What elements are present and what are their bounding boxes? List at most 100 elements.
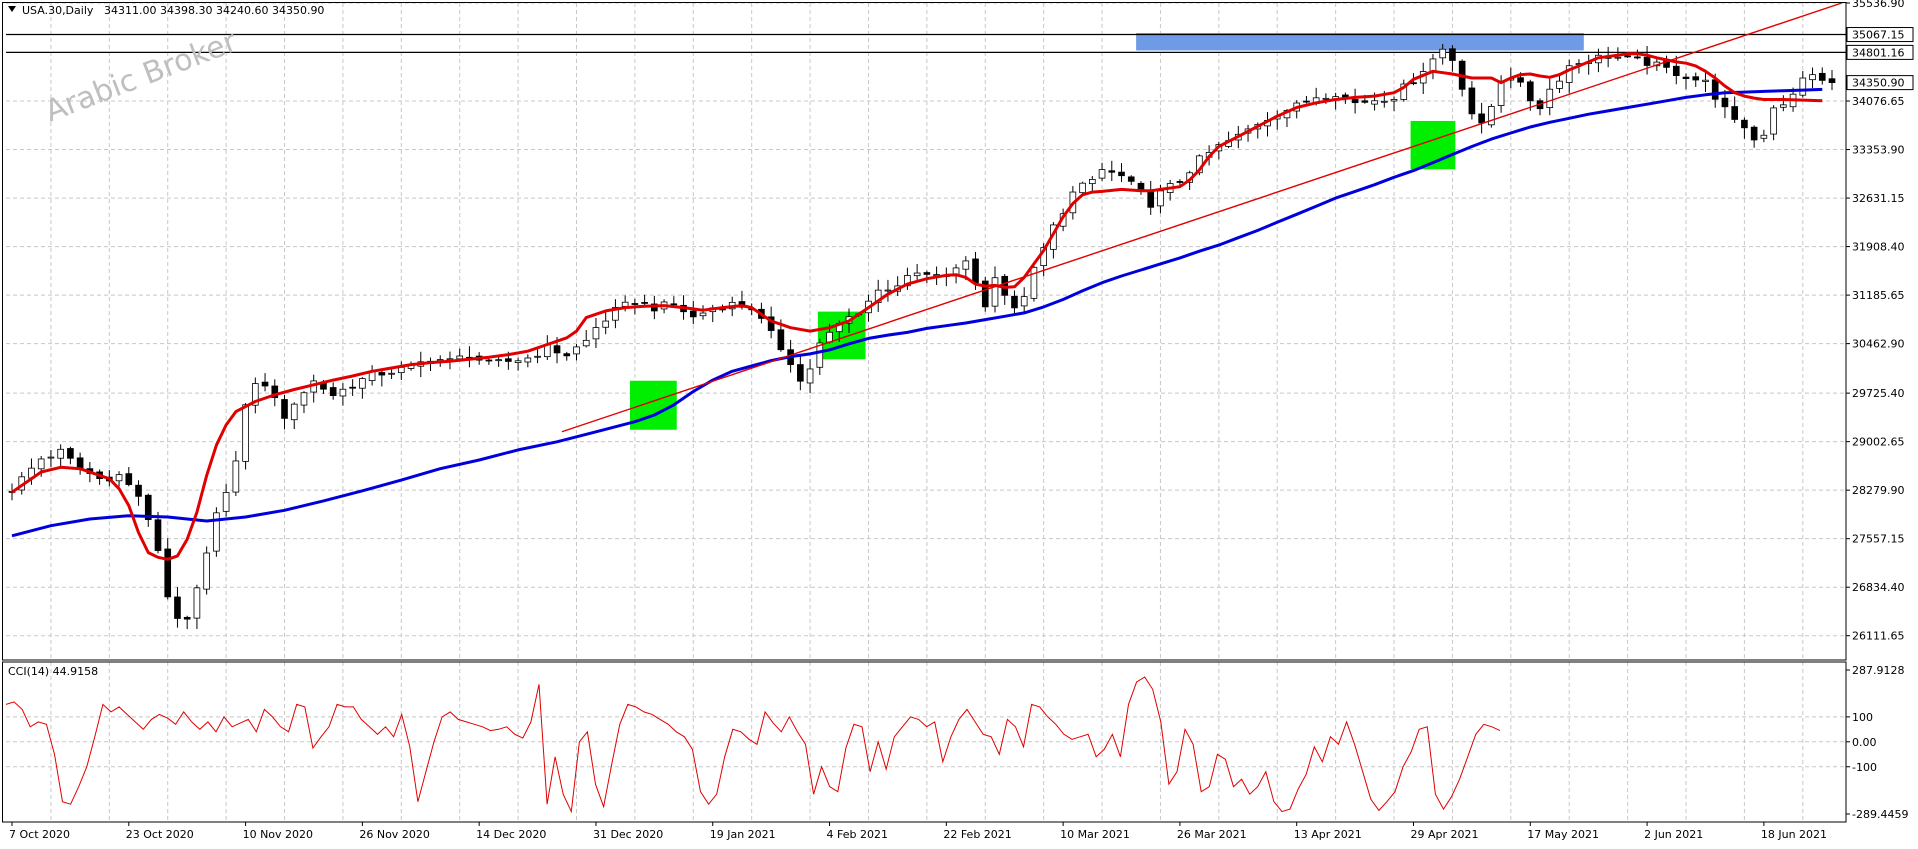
- candle-body: [251, 383, 259, 406]
- candle-body: [37, 458, 45, 470]
- moving-averages: [11, 52, 1823, 561]
- candle-body: [281, 399, 288, 419]
- time-tick-label: 29 Apr 2021: [1410, 828, 1478, 841]
- candle-body: [505, 358, 512, 362]
- indicator-axis: 287.9128 100 0.00 -100 -289.4459: [1846, 664, 1908, 821]
- candle-body: [1711, 79, 1719, 100]
- time-tick-label: 10 Mar 2021: [1060, 828, 1130, 841]
- candle-body: [1400, 83, 1408, 100]
- candle-body: [777, 329, 785, 351]
- time-tick-label: 2 Jun 2021: [1644, 828, 1703, 841]
- candle-body: [1089, 178, 1096, 185]
- candle-body: [125, 473, 133, 485]
- candle-body: [1517, 77, 1524, 83]
- candle-body: [1750, 126, 1758, 141]
- candle-body: [76, 457, 84, 470]
- highlight-zones: [630, 33, 1584, 430]
- price-tick-label: 32631.15: [1852, 192, 1905, 205]
- candle-body: [981, 280, 989, 308]
- candle-body: [563, 353, 571, 357]
- candle-body: [485, 359, 493, 362]
- candle-body: [1556, 80, 1563, 89]
- candle-body: [1478, 113, 1485, 124]
- candle-body: [612, 306, 619, 321]
- candle-body: [1643, 56, 1651, 66]
- symbol-dropdown-icon[interactable]: [8, 6, 16, 12]
- candle-body: [1108, 170, 1116, 173]
- main-grid: [6, 2, 1846, 660]
- candle-body: [573, 346, 580, 355]
- candle-body: [1828, 78, 1836, 83]
- time-axis: 7 Oct 2020 23 Oct 2020 10 Nov 2020 26 Nov 2…: [9, 822, 1827, 841]
- candle-body: [816, 342, 824, 368]
- indicator-tick-label: 287.9128: [1852, 664, 1905, 677]
- symbol-title: USA.30,Daily: [22, 4, 94, 17]
- price-tags: 35067.15 34801.16 34350.90: [1846, 27, 1914, 91]
- candlesticks: [8, 43, 1836, 630]
- candle-body: [213, 512, 220, 552]
- candle-body: [631, 303, 639, 305]
- support-trend-line: [561, 2, 1842, 433]
- price-tick-label: 29725.40: [1852, 387, 1905, 400]
- candle-body: [1351, 98, 1359, 104]
- time-tick-label: 14 Dec 2020: [476, 828, 546, 841]
- ohlc-values: 34311.00 34398.30 34240.60 34350.90: [104, 4, 324, 17]
- candle-body: [1614, 56, 1622, 59]
- candle-body: [553, 345, 561, 354]
- candle-body: [1780, 104, 1787, 108]
- candle-body: [57, 448, 64, 459]
- candle-body: [1721, 97, 1729, 108]
- cci-line: [5, 676, 1501, 814]
- candle-body: [689, 310, 697, 318]
- candle-body: [1157, 190, 1164, 207]
- candle-body: [446, 358, 454, 361]
- candle-body: [991, 277, 999, 307]
- time-tick-label: 7 Oct 2020: [9, 828, 70, 841]
- candle-body: [621, 301, 629, 307]
- candle-body: [767, 316, 775, 331]
- candle-body: [1741, 119, 1748, 129]
- time-tick-label: 22 Feb 2021: [943, 828, 1011, 841]
- price-tag-label: 35067.15: [1852, 29, 1905, 42]
- candle-body: [329, 387, 337, 397]
- candle-body: [339, 388, 347, 397]
- time-tick-label: 13 Apr 2021: [1294, 828, 1362, 841]
- candle-body: [670, 303, 678, 306]
- candle-body: [1488, 106, 1495, 126]
- price-tick-label: 33353.90: [1852, 144, 1905, 157]
- indicator-tick-label: -289.4459: [1852, 808, 1908, 821]
- time-tick-label: 26 Mar 2021: [1177, 828, 1247, 841]
- price-tick-label: 29002.65: [1852, 436, 1905, 449]
- candle-body: [388, 372, 395, 375]
- candle-body: [1526, 81, 1534, 102]
- time-tick-label: 19 Jan 2021: [710, 828, 776, 841]
- candle-body: [797, 364, 804, 382]
- fast-moving-average-line: [11, 52, 1823, 561]
- candle-body: [1799, 77, 1807, 96]
- candle-body: [456, 355, 464, 360]
- candle-body: [1439, 48, 1447, 59]
- time-tick-label: 31 Dec 2020: [593, 828, 663, 841]
- candle-body: [1624, 55, 1631, 58]
- candle-body: [962, 260, 970, 270]
- candle-body: [1702, 79, 1709, 82]
- candle-body: [67, 448, 74, 459]
- candle-body: [1020, 296, 1028, 307]
- candle-body: [115, 474, 123, 482]
- candle-body: [1030, 266, 1038, 299]
- price-tag-label: 34350.90: [1852, 77, 1905, 90]
- candle-body: [1079, 182, 1086, 194]
- price-tick-label: 30462.90: [1852, 338, 1905, 351]
- time-tick-label: 10 Nov 2020: [243, 828, 313, 841]
- price-tag-box: [1846, 27, 1914, 43]
- candle-body: [1361, 100, 1369, 103]
- candle-body: [1468, 87, 1476, 115]
- watermark: Arabic Broker: [40, 24, 242, 129]
- candle-body: [1371, 100, 1378, 105]
- candle-body: [271, 385, 279, 399]
- candle-body: [1147, 189, 1155, 208]
- indicator-tick-label: 0.00: [1852, 736, 1877, 749]
- candle-body: [1497, 81, 1505, 106]
- price-tick-label: 28279.90: [1852, 484, 1905, 497]
- price-tag-box: [1846, 75, 1914, 91]
